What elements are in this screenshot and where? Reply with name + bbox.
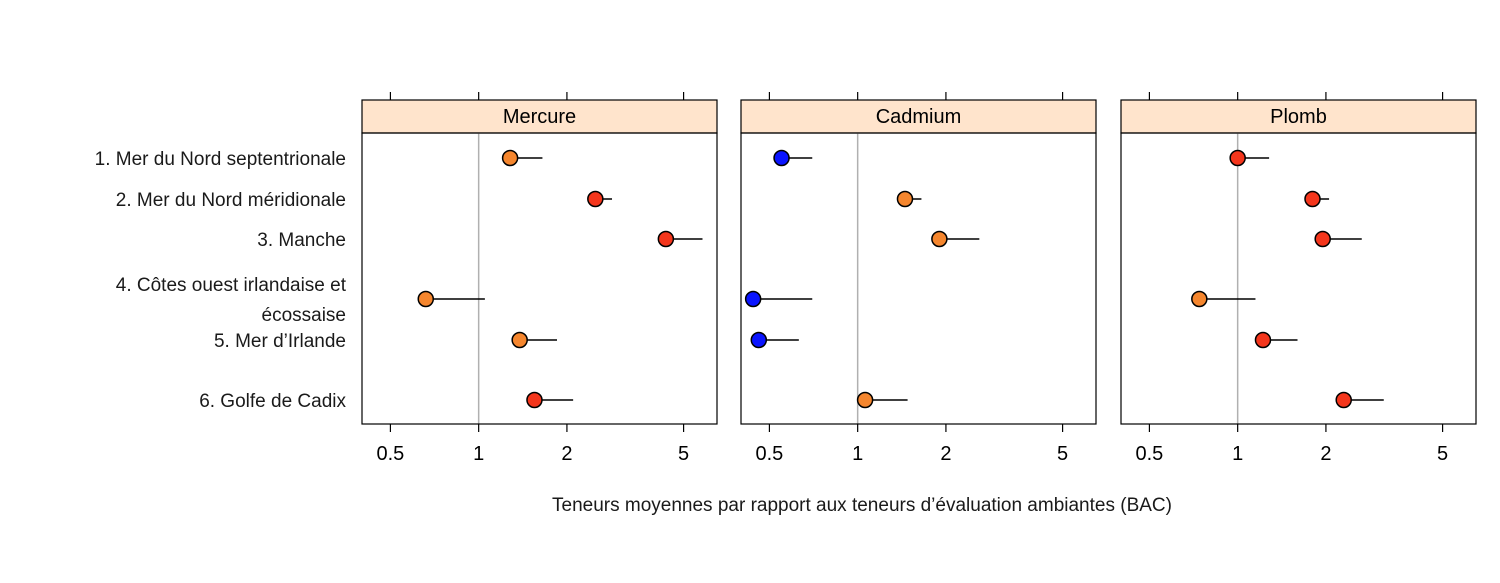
x-tick-label: 5 <box>1437 443 1448 465</box>
panel-frame <box>1120 132 1477 425</box>
data-point <box>511 331 528 349</box>
x-tick-label: 1 <box>473 443 484 465</box>
data-point <box>1254 331 1272 349</box>
panel-strip <box>740 99 1097 134</box>
data-point <box>1314 230 1331 248</box>
x-tick-label: 1 <box>1232 443 1243 465</box>
x-tick-label: 2 <box>1320 443 1331 465</box>
row-label: 6. Golfe de Cadix <box>199 391 346 412</box>
row-label: 4. Côtes ouest irlandaise et <box>116 275 347 296</box>
panel-title: Cadmium <box>876 106 962 128</box>
data-point <box>773 149 790 167</box>
data-point <box>931 230 948 248</box>
panel-frame <box>361 132 718 425</box>
data-point <box>1335 391 1352 409</box>
panel-title: Plomb <box>1270 106 1327 128</box>
data-point <box>1304 190 1321 208</box>
data-point <box>750 331 768 349</box>
data-point <box>744 290 762 308</box>
x-tick-label: 5 <box>1057 443 1068 465</box>
data-point <box>856 391 874 409</box>
x-tick-label: 0.5 <box>377 443 405 465</box>
panels: Mercure 0.5 1 2 5 Cadmium 0.5 1 2 5 Plomb 0.5 1 2 5 <box>361 92 1477 465</box>
x-tick-label: 0.5 <box>1136 443 1164 465</box>
data-point <box>501 149 519 167</box>
panel-strip <box>1120 99 1477 134</box>
panel-plomb: Plomb 0.5 1 2 5 <box>1120 92 1477 465</box>
panel-title: Mercure <box>503 106 576 128</box>
row-label: écossaise <box>262 305 347 326</box>
data-point <box>417 290 435 308</box>
panel-strip <box>361 99 718 134</box>
data-point <box>657 230 675 248</box>
row-label: 1. Mer du Nord septentrionale <box>95 149 346 170</box>
x-tick-label: 2 <box>561 443 572 465</box>
x-tick-label: 1 <box>852 443 863 465</box>
data-point <box>587 190 604 208</box>
panel-mercure: Mercure 0.5 1 2 5 <box>361 92 718 465</box>
row-labels: 1. Mer du Nord septentrionale 2. Mer du N… <box>95 149 347 412</box>
x-tick-label: 5 <box>678 443 689 465</box>
data-point <box>1229 149 1246 167</box>
panel-frame <box>740 132 1097 425</box>
data-point <box>1191 290 1208 308</box>
data-point <box>526 391 543 409</box>
row-label: 5. Mer d’Irlande <box>214 331 346 352</box>
row-label: 3. Manche <box>257 230 346 251</box>
x-axis-label: Teneurs moyennes par rapport aux teneurs… <box>552 495 1172 516</box>
x-tick-label: 2 <box>940 443 951 465</box>
row-label: 2. Mer du Nord méridionale <box>116 190 346 211</box>
data-point <box>896 190 914 208</box>
panel-cadmium: Cadmium 0.5 1 2 5 <box>740 92 1097 465</box>
x-tick-label: 0.5 <box>756 443 784 465</box>
